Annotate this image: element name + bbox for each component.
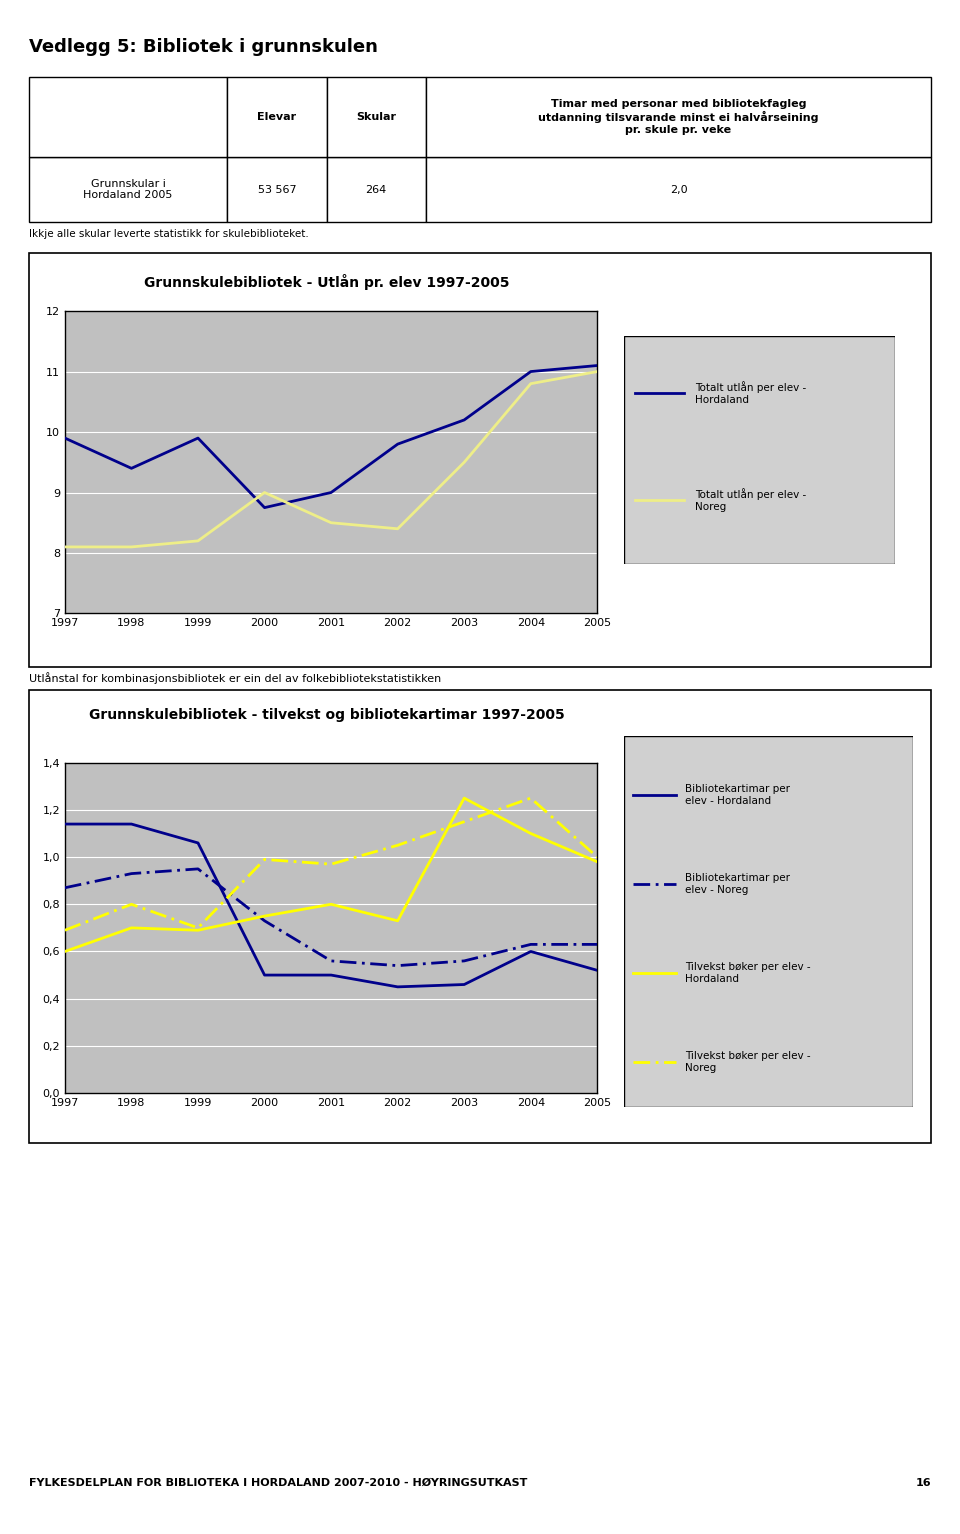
Text: Tilvekst bøker per elev -
Hordaland: Tilvekst bøker per elev - Hordaland — [685, 962, 810, 983]
Text: Grunnskulebibliotek - Utlån pr. elev 1997-2005: Grunnskulebibliotek - Utlån pr. elev 199… — [144, 275, 510, 290]
Text: Grunnskulebibliotek - tilvekst og bibliotekartimar 1997-2005: Grunnskulebibliotek - tilvekst og biblio… — [88, 709, 564, 723]
Text: Bibliotekartimar per
elev - Noreg: Bibliotekartimar per elev - Noreg — [685, 873, 790, 894]
Text: Totalt utlån per elev -
Hordaland: Totalt utlån per elev - Hordaland — [695, 380, 806, 405]
Text: 53 567: 53 567 — [257, 184, 297, 195]
Bar — [228, 156, 326, 222]
Text: Bibliotekartimar per
elev - Hordaland: Bibliotekartimar per elev - Hordaland — [685, 784, 790, 805]
Text: Skular: Skular — [356, 112, 396, 121]
Bar — [29, 156, 228, 222]
Text: 2,0: 2,0 — [670, 184, 687, 195]
Text: Totalt utlån per elev -
Noreg: Totalt utlån per elev - Noreg — [695, 488, 806, 512]
Text: Ikkje alle skular leverte statistikk for skulebiblioteket.: Ikkje alle skular leverte statistikk for… — [29, 229, 308, 239]
Bar — [29, 77, 228, 156]
Text: Utlånstal for kombinasjonsbibliotek er ein del av folkebibliotekstatistikken: Utlånstal for kombinasjonsbibliotek er e… — [29, 672, 441, 684]
Bar — [228, 77, 326, 156]
Text: Elevar: Elevar — [257, 112, 297, 121]
Text: Vedlegg 5: Bibliotek i grunnskulen: Vedlegg 5: Bibliotek i grunnskulen — [29, 38, 377, 57]
Text: 16: 16 — [916, 1477, 931, 1488]
Bar — [426, 156, 931, 222]
Text: Timar med personar med bibliotekfagleg
utdanning tilsvarande minst ei halvårsein: Timar med personar med bibliotekfagleg u… — [539, 98, 819, 135]
Bar — [426, 77, 931, 156]
Bar — [326, 156, 426, 222]
Text: 264: 264 — [366, 184, 387, 195]
Text: FYLKESDELPLAN FOR BIBLIOTEKA I HORDALAND 2007-2010 - HØYRINGSUTKAST: FYLKESDELPLAN FOR BIBLIOTEKA I HORDALAND… — [29, 1477, 527, 1488]
Text: Grunnskular i
Hordaland 2005: Grunnskular i Hordaland 2005 — [84, 179, 173, 201]
Bar — [326, 77, 426, 156]
Text: Tilvekst bøker per elev -
Noreg: Tilvekst bøker per elev - Noreg — [685, 1051, 810, 1072]
